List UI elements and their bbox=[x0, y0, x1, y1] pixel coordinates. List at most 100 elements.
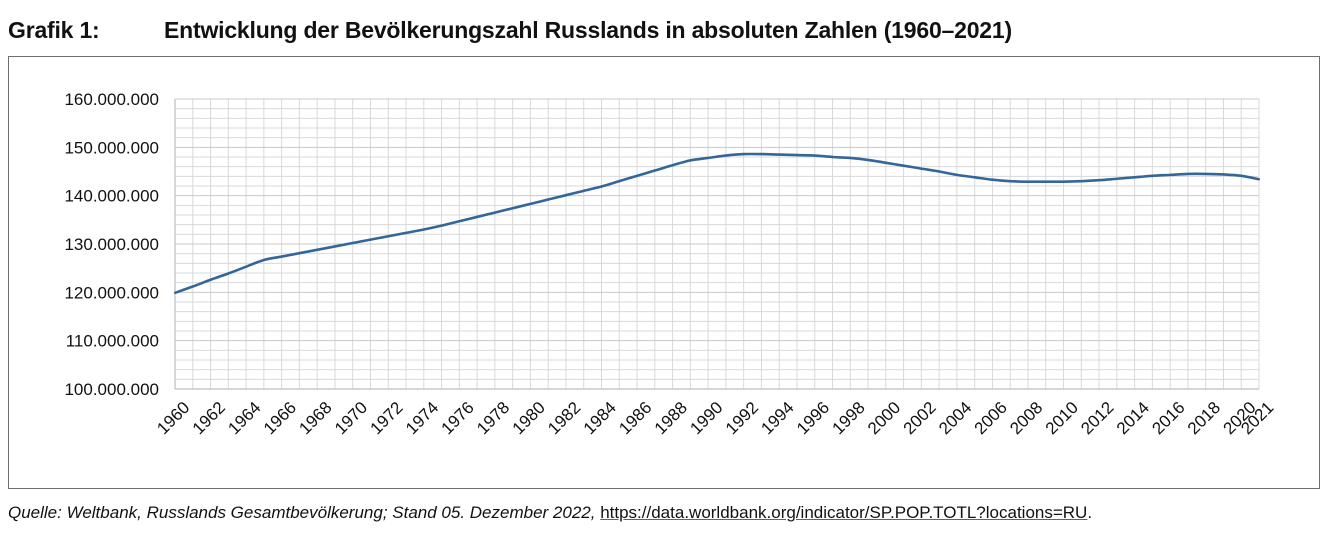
data-point bbox=[1080, 180, 1083, 183]
y-tick-label: 100.000.000 bbox=[64, 380, 159, 399]
chart-title: Entwicklung der Bevölkerungszahl Russlan… bbox=[164, 16, 1012, 43]
data-point bbox=[511, 207, 514, 210]
x-tick-label: 1974 bbox=[402, 398, 442, 438]
x-tick-label: 1984 bbox=[580, 398, 620, 438]
x-tick-label: 1982 bbox=[544, 398, 584, 438]
data-point bbox=[671, 164, 674, 167]
data-point bbox=[582, 189, 585, 192]
data-point bbox=[351, 241, 354, 245]
data-point bbox=[298, 252, 301, 255]
data-point bbox=[973, 176, 976, 179]
data-point bbox=[600, 185, 603, 188]
x-tick-label: 2004 bbox=[935, 398, 975, 438]
x-tick-label: 1992 bbox=[722, 398, 762, 438]
data-point bbox=[173, 291, 177, 294]
data-point bbox=[547, 198, 550, 201]
line-chart: 100.000.000 110.000.000 120.000.000 130.000… bbox=[64, 90, 1277, 438]
x-tick-label: 2008 bbox=[1006, 398, 1046, 438]
x-tick-label: 2016 bbox=[1148, 398, 1188, 438]
x-tick-label: 1978 bbox=[473, 398, 513, 438]
x-tick-label: 1976 bbox=[438, 398, 478, 438]
data-point bbox=[1009, 180, 1012, 183]
data-point bbox=[760, 153, 763, 156]
data-point bbox=[831, 155, 834, 159]
data-point bbox=[369, 238, 372, 241]
x-tick-label: 2000 bbox=[864, 398, 904, 438]
data-point bbox=[1169, 173, 1172, 176]
data-point bbox=[1151, 174, 1154, 177]
data-point bbox=[813, 154, 816, 157]
data-point bbox=[866, 158, 870, 161]
figure-header: Grafik 1: Entwicklung der Bevölkerungsza… bbox=[8, 14, 1012, 46]
x-tick-label: 1988 bbox=[651, 398, 691, 438]
source-end: . bbox=[1087, 503, 1093, 522]
data-point bbox=[458, 220, 461, 223]
data-point bbox=[529, 202, 532, 205]
y-tick-label: 140.000.000 bbox=[64, 187, 159, 206]
data-point bbox=[1204, 172, 1207, 176]
data-point bbox=[1115, 177, 1118, 180]
y-tick-label: 110.000.000 bbox=[66, 332, 159, 351]
chart-frame: 100.000.000 110.000.000 120.000.000 130.000… bbox=[8, 56, 1320, 489]
data-point bbox=[1240, 174, 1243, 177]
data-point bbox=[938, 170, 941, 173]
data-point bbox=[795, 153, 799, 157]
data-point bbox=[244, 265, 248, 268]
x-tick-label: 2006 bbox=[971, 398, 1011, 438]
data-point bbox=[1133, 176, 1136, 179]
data-point bbox=[209, 278, 212, 281]
x-tick-label: 1962 bbox=[189, 398, 229, 438]
data-point bbox=[333, 245, 337, 248]
data-point bbox=[440, 224, 443, 227]
data-point bbox=[707, 156, 710, 160]
data-point bbox=[991, 178, 994, 181]
x-tick-label: 1970 bbox=[331, 398, 371, 438]
data-point bbox=[884, 161, 887, 164]
y-tick-label: 120.000.000 bbox=[64, 283, 159, 302]
source-link[interactable]: https://data.worldbank.org/indicator/SP.… bbox=[600, 503, 1088, 522]
x-tick-label: 1990 bbox=[686, 398, 726, 438]
x-tick-label: 1994 bbox=[757, 398, 797, 438]
source-text: Quelle: Weltbank, Russlands Gesamtbevölk… bbox=[8, 503, 596, 522]
data-point bbox=[316, 248, 319, 251]
data-point bbox=[902, 164, 905, 167]
x-tick-label: 2014 bbox=[1113, 398, 1153, 438]
data-point bbox=[262, 258, 265, 262]
data-point bbox=[475, 215, 479, 219]
data-point bbox=[1026, 180, 1030, 183]
data-point bbox=[493, 211, 496, 214]
data-point bbox=[227, 272, 230, 275]
data-point bbox=[1097, 179, 1101, 182]
data-point bbox=[653, 169, 656, 172]
series-line-population bbox=[174, 152, 1260, 295]
data-point bbox=[724, 154, 727, 157]
data-point bbox=[1257, 178, 1261, 181]
data-point bbox=[1222, 173, 1225, 176]
data-point bbox=[387, 235, 390, 238]
data-point bbox=[191, 285, 194, 288]
data-point bbox=[955, 173, 959, 176]
data-point bbox=[1044, 180, 1047, 183]
x-tick-label: 1964 bbox=[224, 398, 264, 438]
y-tick-label: 130.000.000 bbox=[64, 235, 159, 254]
data-point bbox=[564, 194, 568, 197]
x-tick-label: 1986 bbox=[615, 398, 655, 438]
figure-label: Grafik 1: bbox=[8, 16, 100, 43]
x-tick-label: 1960 bbox=[153, 398, 193, 438]
x-tick-label: 1996 bbox=[793, 398, 833, 438]
data-point bbox=[1062, 180, 1065, 183]
y-tick-label: 150.000.000 bbox=[64, 138, 159, 157]
y-tick-label: 160.000.000 bbox=[64, 90, 159, 109]
data-point bbox=[689, 159, 692, 162]
x-tick-label: 1998 bbox=[829, 398, 869, 438]
x-tick-label: 1980 bbox=[509, 398, 549, 438]
data-point bbox=[849, 156, 852, 160]
data-point bbox=[742, 153, 745, 156]
x-tick-label: 1968 bbox=[295, 398, 335, 438]
x-tick-label: 1966 bbox=[260, 398, 300, 438]
x-tick-label: 2010 bbox=[1042, 398, 1082, 438]
x-tick-label: 2012 bbox=[1077, 398, 1117, 438]
x-tick-label: 1972 bbox=[367, 398, 407, 438]
data-point bbox=[920, 167, 923, 170]
source-note: Quelle: Weltbank, Russlands Gesamtbevölk… bbox=[8, 503, 1092, 523]
